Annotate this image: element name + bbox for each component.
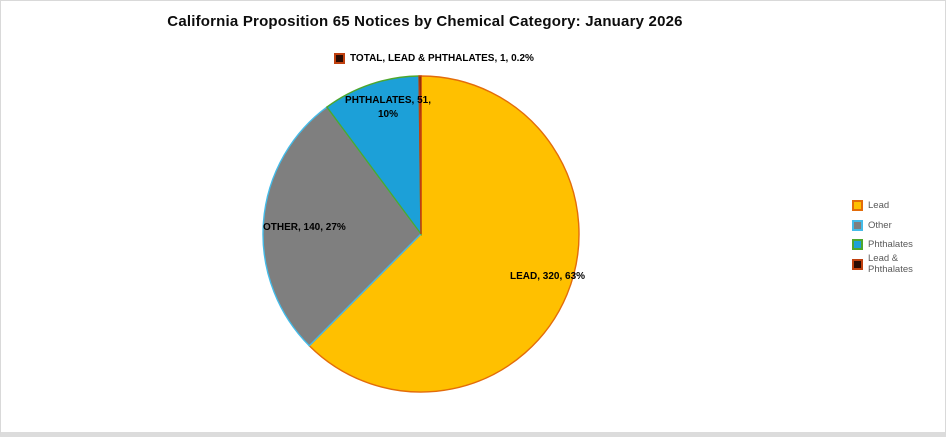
datalabel-phthalates: PHTHALATES, 51, 10% [345, 95, 431, 120]
legend-label-lead-phthalates: Lead & Phthalates [868, 253, 913, 276]
legend-label-phthalates: Phthalates [868, 239, 913, 251]
pie-slice-phthalates[interactable] [325, 75, 422, 237]
datalabel-lead-phthalates-text: TOTAL, LEAD & PHTHALATES, 1, 0.2% [350, 53, 534, 64]
legend-marker-lead-icon [852, 200, 863, 212]
legend-marker-lead-phthalates-icon [852, 258, 863, 270]
lead-phthalates-key-icon [334, 53, 345, 64]
pie-slice-other[interactable] [262, 106, 422, 347]
datalabel-lead-phthalates: TOTAL, LEAD & PHTHALATES, 1, 0.2% [334, 53, 534, 64]
datalabel-other: OTHER, 140, 27% [263, 222, 346, 233]
pie-slice-lead-phthalates[interactable] [418, 75, 422, 235]
chart-title: California Proposition 65 Notices by Che… [167, 13, 683, 30]
legend-marker-other-icon [852, 219, 863, 231]
datalabel-lead: LEAD, 320, 63% [510, 271, 586, 282]
pie-slice-lead[interactable] [308, 75, 580, 393]
legend-marker-phthalates-icon [852, 239, 863, 251]
legend: Lead Other Phthalates Lead & Phthalates [852, 196, 945, 276]
legend-label-other: Other [868, 219, 892, 231]
legend-item-other[interactable]: Other [852, 216, 945, 236]
legend-item-lead-phthalates[interactable]: Lead & Phthalates [852, 253, 945, 276]
legend-item-phthalates[interactable]: Phthalates [852, 235, 945, 255]
legend-item-lead[interactable]: Lead [852, 196, 945, 216]
legend-label-lead: Lead [868, 200, 890, 212]
